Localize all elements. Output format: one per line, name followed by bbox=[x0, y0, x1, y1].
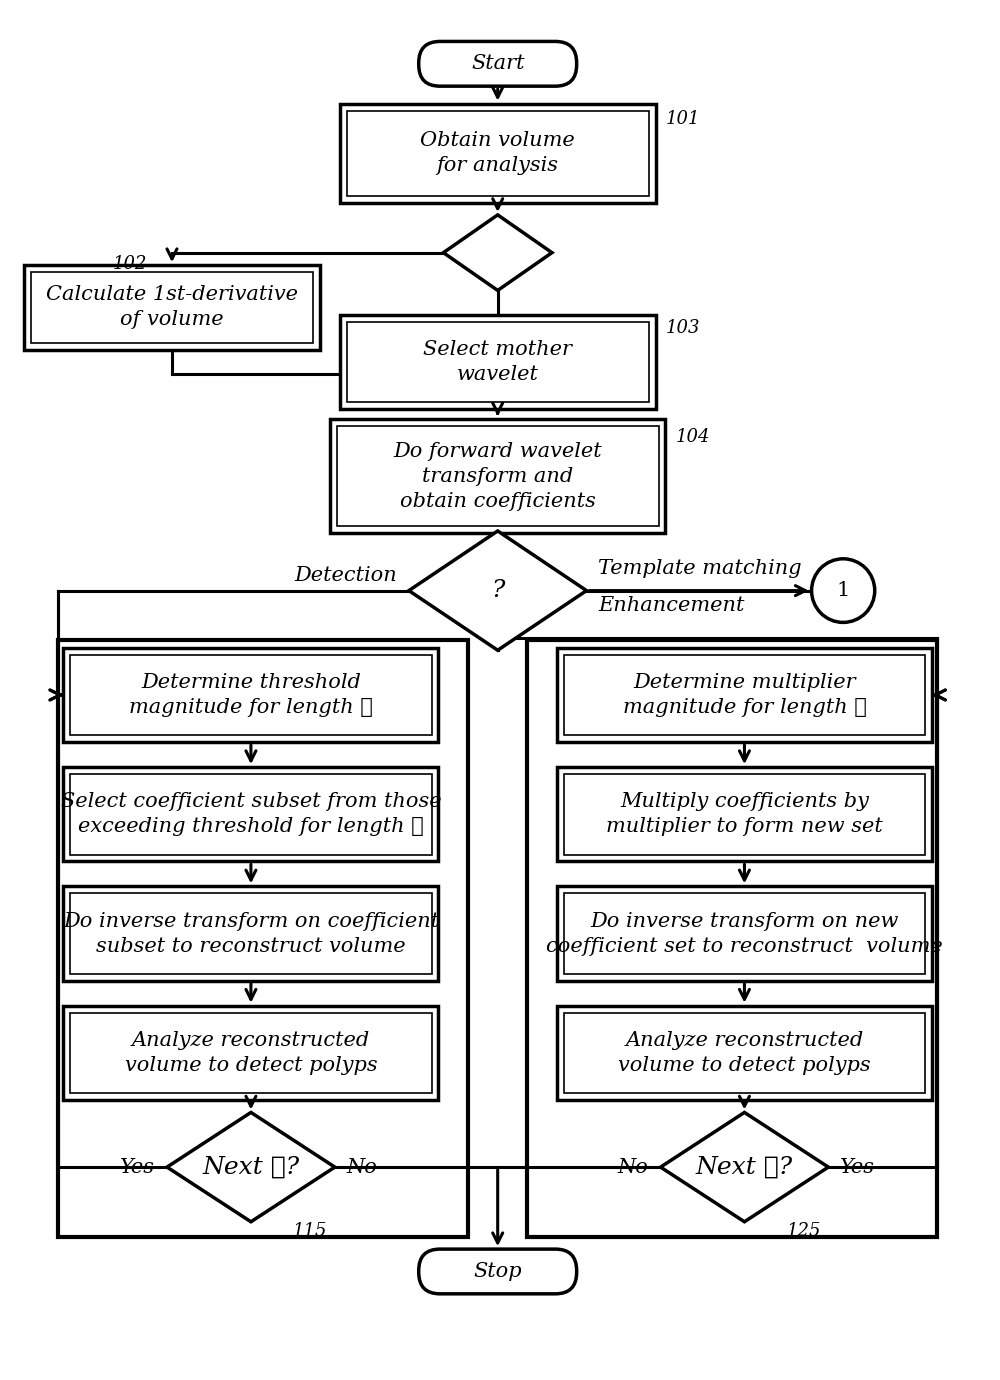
Bar bbox=[63, 886, 438, 981]
Text: 112: 112 bbox=[345, 777, 379, 795]
Text: 111: 111 bbox=[345, 657, 379, 675]
Text: 101: 101 bbox=[665, 110, 700, 128]
Text: 113: 113 bbox=[345, 896, 379, 914]
Text: Obtain volume
for analysis: Obtain volume for analysis bbox=[420, 131, 575, 175]
Bar bbox=[557, 767, 932, 861]
FancyBboxPatch shape bbox=[419, 41, 577, 86]
Text: Analyze reconstructed
volume to detect polyps: Analyze reconstructed volume to detect p… bbox=[125, 1031, 377, 1075]
Text: Select mother
wavelet: Select mother wavelet bbox=[423, 339, 572, 384]
Circle shape bbox=[812, 559, 875, 622]
Bar bbox=[557, 1006, 932, 1100]
Text: 125: 125 bbox=[786, 1221, 821, 1239]
Text: 114: 114 bbox=[345, 1014, 379, 1032]
Text: Calculate 1st-derivative
of volume: Calculate 1st-derivative of volume bbox=[46, 286, 298, 330]
Bar bbox=[340, 104, 656, 203]
Text: 122: 122 bbox=[838, 777, 873, 795]
Text: 103: 103 bbox=[665, 319, 700, 337]
Bar bbox=[58, 640, 468, 1236]
Bar bbox=[337, 426, 659, 527]
Bar bbox=[564, 1013, 925, 1093]
Text: No: No bbox=[618, 1158, 649, 1177]
Text: 121: 121 bbox=[838, 657, 873, 675]
Text: Determine multiplier
magnitude for length ℓ: Determine multiplier magnitude for lengt… bbox=[623, 673, 866, 718]
Text: 123: 123 bbox=[838, 896, 873, 914]
Text: Determine threshold
magnitude for length ℓ: Determine threshold magnitude for length… bbox=[129, 673, 373, 718]
Bar bbox=[70, 893, 432, 974]
Text: 102: 102 bbox=[113, 254, 147, 272]
Polygon shape bbox=[409, 531, 587, 650]
Bar bbox=[70, 1013, 432, 1093]
Text: Analyze reconstructed
volume to detect polyps: Analyze reconstructed volume to detect p… bbox=[618, 1031, 871, 1075]
Text: Start: Start bbox=[471, 54, 524, 73]
Bar bbox=[340, 315, 656, 410]
Bar bbox=[31, 272, 313, 342]
Text: Yes: Yes bbox=[120, 1158, 155, 1177]
FancyBboxPatch shape bbox=[419, 1249, 577, 1294]
Text: Do inverse transform on coefficient
subset to reconstruct volume: Do inverse transform on coefficient subs… bbox=[63, 912, 439, 955]
Text: Yes: Yes bbox=[840, 1158, 875, 1177]
Text: ?: ? bbox=[491, 580, 504, 602]
Polygon shape bbox=[443, 215, 552, 290]
Bar bbox=[564, 654, 925, 736]
Bar bbox=[557, 886, 932, 981]
Bar bbox=[70, 774, 432, 854]
Text: Stop: Stop bbox=[473, 1261, 522, 1281]
Text: No: No bbox=[347, 1158, 378, 1177]
Text: Do forward wavelet
transform and
obtain coefficients: Do forward wavelet transform and obtain … bbox=[393, 442, 602, 511]
Text: Do inverse transform on new
coefficient set to reconstruct  volume: Do inverse transform on new coefficient … bbox=[546, 912, 943, 955]
Bar bbox=[63, 1006, 438, 1100]
Bar bbox=[347, 322, 649, 402]
Text: 104: 104 bbox=[675, 428, 710, 447]
Text: 124: 124 bbox=[838, 1014, 873, 1032]
Text: 115: 115 bbox=[293, 1221, 327, 1239]
Bar bbox=[347, 110, 649, 196]
Polygon shape bbox=[167, 1112, 335, 1221]
Polygon shape bbox=[661, 1112, 828, 1221]
Bar bbox=[24, 265, 320, 349]
Bar bbox=[330, 420, 665, 534]
Bar bbox=[527, 640, 937, 1236]
Bar bbox=[557, 647, 932, 742]
Text: Next ℓ?: Next ℓ? bbox=[696, 1155, 793, 1179]
Bar bbox=[564, 893, 925, 974]
Text: 1: 1 bbox=[836, 581, 850, 600]
Bar bbox=[70, 654, 432, 736]
Text: Next ℓ?: Next ℓ? bbox=[202, 1155, 299, 1179]
Bar bbox=[564, 774, 925, 854]
Bar bbox=[63, 647, 438, 742]
Text: Select coefficient subset from those
exceeding threshold for length ℓ: Select coefficient subset from those exc… bbox=[61, 792, 441, 836]
Text: Template matching: Template matching bbox=[598, 559, 802, 578]
Text: Multiply coefficients by
multiplier to form new set: Multiply coefficients by multiplier to f… bbox=[606, 792, 883, 836]
Bar bbox=[63, 767, 438, 861]
Text: Detection: Detection bbox=[294, 566, 397, 585]
Text: Enhancement: Enhancement bbox=[598, 596, 745, 615]
